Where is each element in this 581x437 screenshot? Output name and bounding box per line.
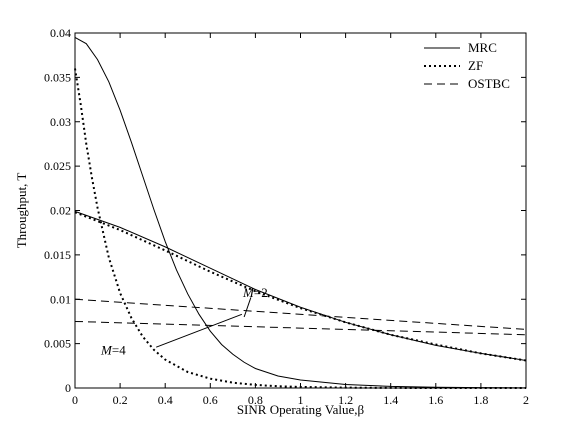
- series-layer: [74, 37, 527, 389]
- x-tick-label: 0.6: [203, 393, 218, 407]
- x-tick-label: 0.4: [158, 393, 173, 407]
- y-tick-label: 0.005: [44, 337, 71, 351]
- annotation-m4: M=4: [100, 343, 126, 358]
- x-tick-label: 2: [523, 393, 529, 407]
- y-tick-label: 0.035: [44, 70, 71, 84]
- legend-zf-label: ZF: [468, 58, 483, 73]
- x-tick-label: 1.8: [473, 393, 488, 407]
- annotation-layer: M=2 M=4: [100, 285, 268, 358]
- series-zf-m4-line: [74, 68, 526, 389]
- y-axis-label: Throughput, T: [14, 173, 29, 249]
- annotation-pointer-m4: [156, 313, 243, 348]
- series-mrc-m4-line: [74, 37, 527, 389]
- legend-mrc-label: MRC: [468, 40, 497, 55]
- legend-ostbc-label: OSTBC: [468, 76, 510, 91]
- legend: MRC ZF OSTBC: [424, 40, 510, 91]
- x-tick-label: 1.2: [338, 393, 353, 407]
- series-zf-m2-line: [74, 211, 527, 362]
- y-tick-label: 0: [65, 381, 71, 395]
- y-tick-label: 0.04: [50, 26, 71, 40]
- annotation-m2: M=2: [242, 285, 268, 300]
- series-ostbc-m2-line: [74, 320, 527, 336]
- x-tick-label: 0: [72, 393, 78, 407]
- y-tick-label: 0.01: [50, 292, 71, 306]
- annotation-pointer-m2: [243, 297, 252, 318]
- y-tick-label: 0.02: [50, 204, 71, 218]
- y-tick-label: 0.025: [44, 159, 71, 173]
- x-tick-label: 1: [298, 393, 304, 407]
- x-tick-label: 1.4: [383, 393, 398, 407]
- series-ostbc-m4-line: [74, 298, 527, 330]
- y-tick-label: 0.03: [50, 115, 71, 129]
- y-tick-label: 0.015: [44, 248, 71, 262]
- x-axis-label: SINR Operating Value,β: [237, 402, 365, 417]
- x-tick-label: 0.8: [248, 393, 263, 407]
- x-tick-label: 0.2: [113, 393, 128, 407]
- x-tick-label: 1.6: [428, 393, 443, 407]
- tick-layer: 0 0.2 0.4 0.6 0.8 1 1.2 1.4 1.6 1.8 2 0 0.005 0.01 0.0…: [44, 26, 529, 407]
